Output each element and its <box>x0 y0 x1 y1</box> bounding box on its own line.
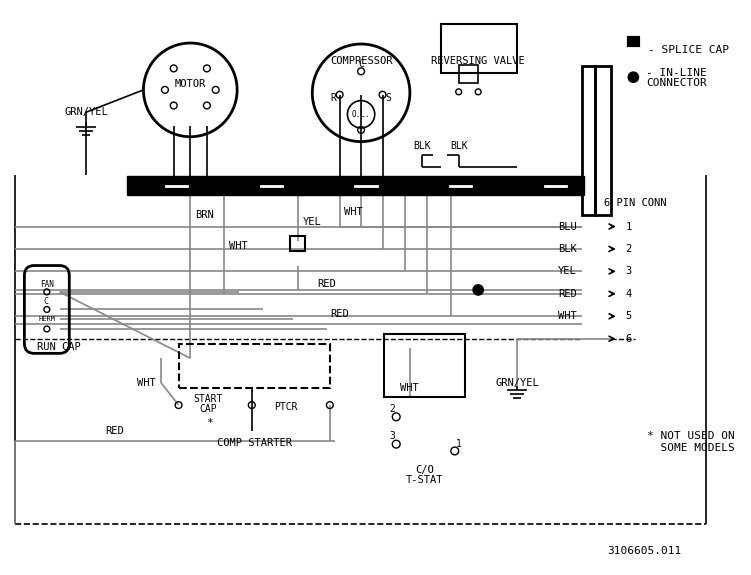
Text: RUN CAP: RUN CAP <box>37 342 81 351</box>
Text: SOME MODELS: SOME MODELS <box>647 443 734 453</box>
Text: COMP STARTER: COMP STARTER <box>217 438 291 448</box>
Text: 3: 3 <box>626 266 632 277</box>
Text: WHT: WHT <box>137 378 156 388</box>
Bar <box>290 236 306 251</box>
Text: R: R <box>330 93 336 103</box>
Bar <box>629 37 639 46</box>
Text: WHT: WHT <box>345 207 363 217</box>
Text: RED: RED <box>317 279 336 289</box>
Bar <box>596 67 611 215</box>
Text: 5: 5 <box>626 311 632 321</box>
Text: REVERSING VALVE: REVERSING VALVE <box>431 56 525 66</box>
Text: HERM: HERM <box>38 316 56 322</box>
Bar <box>441 25 517 73</box>
Text: S: S <box>385 93 391 103</box>
Text: 2: 2 <box>389 404 395 414</box>
Circle shape <box>628 71 639 83</box>
Text: - IN-LINE: - IN-LINE <box>646 68 707 78</box>
Text: WHT: WHT <box>558 311 577 321</box>
Text: RED: RED <box>558 289 577 299</box>
Text: 4: 4 <box>626 289 632 299</box>
Text: WHT: WHT <box>229 241 248 251</box>
Text: WHT: WHT <box>400 382 419 393</box>
Text: 3106605.011: 3106605.011 <box>607 546 681 557</box>
Text: BLK: BLK <box>558 244 577 254</box>
Text: C: C <box>44 297 48 306</box>
Text: YEL: YEL <box>303 217 321 227</box>
Text: BRN: BRN <box>195 210 214 220</box>
Text: COMPRESSOR: COMPRESSOR <box>330 56 392 66</box>
Text: START: START <box>193 394 222 404</box>
Text: GRN/YEL: GRN/YEL <box>496 378 539 388</box>
Text: CAP: CAP <box>199 404 217 414</box>
Text: 1: 1 <box>626 221 632 232</box>
Text: PTCR: PTCR <box>274 402 297 412</box>
Text: FAN: FAN <box>40 279 54 289</box>
Text: 1: 1 <box>456 439 462 449</box>
Text: CONNECTOR: CONNECTOR <box>646 78 707 88</box>
Text: 6 PIN CONN: 6 PIN CONN <box>604 198 667 208</box>
Text: YEL: YEL <box>558 266 577 277</box>
Text: BLU: BLU <box>558 221 577 232</box>
Bar <box>179 344 330 388</box>
Text: BLK: BLK <box>413 140 430 151</box>
Text: RED: RED <box>330 309 348 319</box>
Bar <box>459 66 478 83</box>
Text: 6: 6 <box>626 334 632 344</box>
Text: O.L.: O.L. <box>351 110 370 119</box>
Bar <box>385 334 465 397</box>
Text: C: C <box>358 59 364 68</box>
Text: 2: 2 <box>626 244 632 254</box>
Text: RED: RED <box>105 427 124 436</box>
Text: - SPLICE CAP: - SPLICE CAP <box>648 45 729 55</box>
Text: BLK: BLK <box>450 140 467 151</box>
Text: MOTOR: MOTOR <box>175 79 206 89</box>
Text: *: * <box>207 417 213 428</box>
Bar <box>581 67 596 215</box>
Text: C/O: C/O <box>415 466 434 476</box>
Bar <box>127 176 584 196</box>
Bar <box>629 37 639 46</box>
Text: 3: 3 <box>389 431 395 442</box>
Text: GRN/YEL: GRN/YEL <box>64 108 107 117</box>
Text: T-STAT: T-STAT <box>406 475 443 485</box>
Text: * NOT USED ON: * NOT USED ON <box>647 431 734 442</box>
Circle shape <box>472 284 484 296</box>
